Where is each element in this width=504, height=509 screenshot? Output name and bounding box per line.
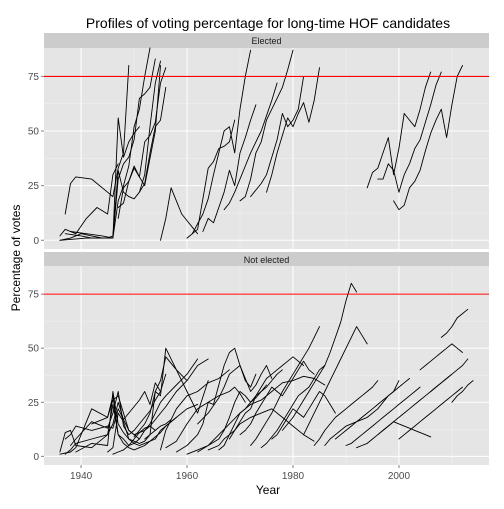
series-line [191, 49, 252, 235]
x-tick-label: 2000 [388, 471, 411, 482]
series-line [345, 386, 421, 446]
series-line [451, 380, 474, 403]
series-line [75, 391, 172, 453]
series-line [228, 356, 305, 440]
series-line [59, 395, 156, 455]
y-tick-label: 75 [28, 290, 40, 301]
x-tick-label: 1960 [176, 471, 199, 482]
series-line [64, 382, 161, 440]
series-line [250, 75, 305, 198]
series-line [207, 408, 315, 451]
series-line [175, 347, 257, 453]
series-line [266, 67, 320, 193]
series-line [64, 380, 188, 455]
y-tick-label: 50 [28, 344, 40, 355]
series-line [260, 365, 326, 449]
series-line [186, 119, 236, 239]
x-axis-label: Year [256, 483, 280, 497]
series-line [160, 369, 230, 451]
chart-title: Profiles of voting percentage for long-t… [86, 15, 450, 31]
series-line [398, 386, 463, 440]
series-line [239, 360, 315, 436]
facet-strip [44, 33, 489, 48]
series-line [202, 104, 257, 232]
facet-strip-label: Elected [251, 36, 281, 46]
series-line [419, 343, 463, 371]
series-line [197, 369, 283, 453]
y-tick-label: 25 [28, 181, 40, 192]
y-axis-label: Percentage of votes [9, 205, 23, 312]
series-line [393, 65, 463, 211]
series-line [218, 375, 326, 451]
y-tick-label: 0 [33, 452, 39, 463]
series-line [117, 65, 161, 208]
series-line [430, 358, 469, 392]
series-line [197, 365, 273, 425]
series-line [144, 356, 209, 440]
x-tick-label: 1940 [70, 471, 93, 482]
series-line [324, 380, 400, 446]
series-line [165, 386, 246, 449]
series-line [440, 308, 469, 338]
y-tick-label: 75 [28, 72, 40, 83]
series-line [334, 378, 410, 440]
facet-panel: Not elected 0 25 50 75 [28, 252, 489, 465]
panel-background [44, 48, 489, 249]
x-tick-label: 1980 [282, 471, 305, 482]
series-line [303, 326, 368, 436]
series-line [64, 65, 130, 215]
series-line [377, 71, 442, 193]
series-line [366, 71, 432, 189]
facet-strip-label: Not elected [244, 255, 290, 265]
y-tick-label: 25 [28, 398, 40, 409]
series-line [281, 282, 358, 431]
facet-strip [44, 252, 489, 266]
facet-panel: Elected 0 25 50 75 [28, 33, 489, 249]
y-tick-label: 0 [33, 236, 39, 247]
series-line [223, 82, 278, 211]
series-line [64, 60, 161, 239]
y-tick-label: 50 [28, 127, 40, 138]
series-line [239, 49, 294, 202]
series-line [250, 326, 320, 446]
panels: Elected 0 25 50 75 Not elected 0 25 50 75 1940 1960… [28, 33, 489, 482]
series-line [313, 380, 379, 446]
series-line [112, 358, 199, 455]
series-line [133, 347, 209, 438]
series-line [70, 58, 156, 239]
series-line [160, 187, 199, 241]
series-line [91, 395, 177, 451]
series-line [107, 403, 199, 453]
series-line [271, 391, 336, 440]
series-line [59, 163, 119, 237]
